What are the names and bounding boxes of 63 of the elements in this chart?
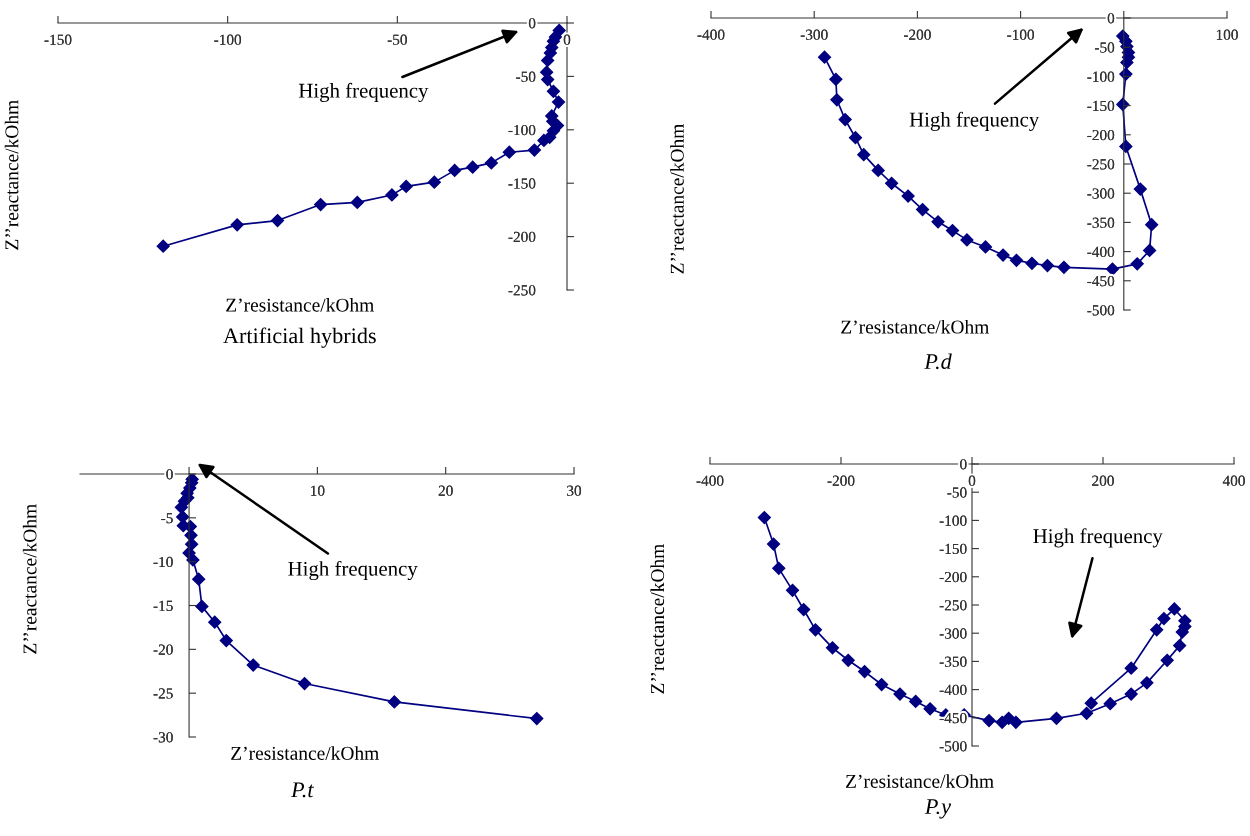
x-axis-title: Z’resistance/kOhm: [226, 298, 374, 312]
x-tick-label: 10: [311, 485, 325, 496]
y-tick-label: 0: [528, 18, 536, 29]
y-tick-label: -300: [939, 628, 967, 639]
x-tick-label: 400: [1222, 475, 1245, 486]
x-tick-label: -400: [696, 475, 724, 486]
x-tick-label: -50: [387, 34, 407, 45]
y-tick-label: -15: [153, 600, 173, 611]
y-tick-label: -25: [153, 688, 173, 699]
y-tick-label: -10: [153, 556, 173, 568]
y-tick-label: -450: [1087, 275, 1115, 287]
x-tick-label: -300: [800, 29, 828, 40]
x-tick-label: 30: [567, 485, 582, 496]
text: P.d: [924, 353, 952, 370]
x-tick-label: -150: [44, 34, 72, 45]
annotation: High frequency: [909, 111, 1040, 131]
text: Artificial hybrids: [223, 327, 376, 348]
annotation: High frequency: [1033, 528, 1163, 548]
y-tick-label: -300: [1087, 188, 1115, 199]
y-tick-label: -200: [508, 231, 536, 243]
y-tick-label: -150: [939, 543, 967, 555]
y-tick-label: -100: [939, 515, 967, 526]
y-tick-label: -350: [939, 656, 967, 667]
annotation: High frequency: [288, 560, 418, 581]
text: P.t: [290, 782, 314, 798]
y-tick-label: -250: [1087, 159, 1115, 170]
y-axis-title: Z’’reactance/kOhm: [670, 123, 684, 274]
y-tick-label: -350: [1087, 217, 1115, 228]
y-tick-label: -250: [508, 285, 536, 296]
y-axis-title: Z’’reactance/kOhm: [4, 100, 19, 250]
y-tick-label: 0: [960, 459, 967, 470]
x-axis-title: Z’resistance/kOhm: [841, 319, 990, 334]
text: P.y: [924, 799, 952, 819]
y-tick-label: -400: [1087, 246, 1115, 258]
x-tick-label: 20: [438, 485, 453, 496]
y-tick-label: -200: [939, 571, 967, 583]
y-tick-label: -250: [939, 600, 967, 611]
y-tick-label: -100: [1087, 71, 1115, 82]
x-tick-label: -100: [1007, 29, 1035, 40]
x-tick-label: -200: [903, 29, 931, 40]
y-tick-label: -500: [939, 741, 967, 752]
y-tick-label: -50: [516, 71, 536, 82]
y-tick-label: -5: [161, 513, 173, 524]
y-tick-label: -30: [153, 732, 173, 743]
y-axis-title: Z’’reactance/kOhm: [650, 544, 665, 694]
x-tick-label: -100: [214, 34, 242, 45]
y-tick-label: -50: [1094, 42, 1115, 53]
x-tick-label: 100: [1216, 29, 1238, 40]
y-tick-label: -200: [1087, 129, 1115, 141]
y-tick-label: -400: [939, 684, 967, 696]
y-tick-label: -100: [508, 124, 536, 136]
y-tick-label: -150: [508, 178, 536, 189]
x-tick-label: -400: [697, 29, 725, 40]
y-tick-label: -500: [1087, 305, 1115, 316]
x-axis-title: Z’resistance/kOhm: [231, 746, 379, 760]
y-tick-label: -20: [153, 644, 173, 655]
x-tick-label: 200: [1092, 475, 1114, 486]
y-tick-label: 0: [1107, 13, 1115, 24]
y-tick-label: -150: [1087, 100, 1115, 112]
annotation: High frequency: [298, 82, 429, 102]
y-axis-title: Z’’reactance/kOhm: [22, 504, 37, 654]
x-tick-label: -200: [827, 475, 855, 486]
x-axis-title: Z’resistance/kOhm: [846, 774, 994, 788]
